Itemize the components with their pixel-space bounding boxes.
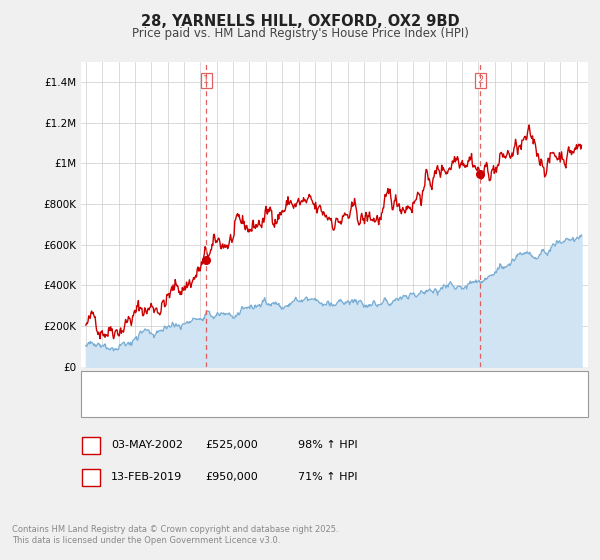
Text: 1: 1: [203, 76, 209, 85]
Text: £950,000: £950,000: [205, 472, 258, 482]
Text: 2: 2: [477, 76, 484, 85]
Text: 28, YARNELLS HILL, OXFORD, OX2 9BD (detached house): 28, YARNELLS HILL, OXFORD, OX2 9BD (deta…: [128, 378, 412, 388]
Text: 2: 2: [88, 472, 95, 482]
Text: HPI: Average price, detached house, Vale of White Horse: HPI: Average price, detached house, Vale…: [128, 399, 410, 409]
Text: £525,000: £525,000: [205, 440, 258, 450]
Text: Contains HM Land Registry data © Crown copyright and database right 2025.
This d: Contains HM Land Registry data © Crown c…: [12, 525, 338, 545]
Text: 98% ↑ HPI: 98% ↑ HPI: [298, 440, 358, 450]
Text: 71% ↑ HPI: 71% ↑ HPI: [298, 472, 358, 482]
Text: 28, YARNELLS HILL, OXFORD, OX2 9BD: 28, YARNELLS HILL, OXFORD, OX2 9BD: [140, 14, 460, 29]
Text: 13-FEB-2019: 13-FEB-2019: [111, 472, 182, 482]
Text: Price paid vs. HM Land Registry's House Price Index (HPI): Price paid vs. HM Land Registry's House …: [131, 27, 469, 40]
Text: 03-MAY-2002: 03-MAY-2002: [111, 440, 183, 450]
Text: 1: 1: [88, 440, 95, 450]
